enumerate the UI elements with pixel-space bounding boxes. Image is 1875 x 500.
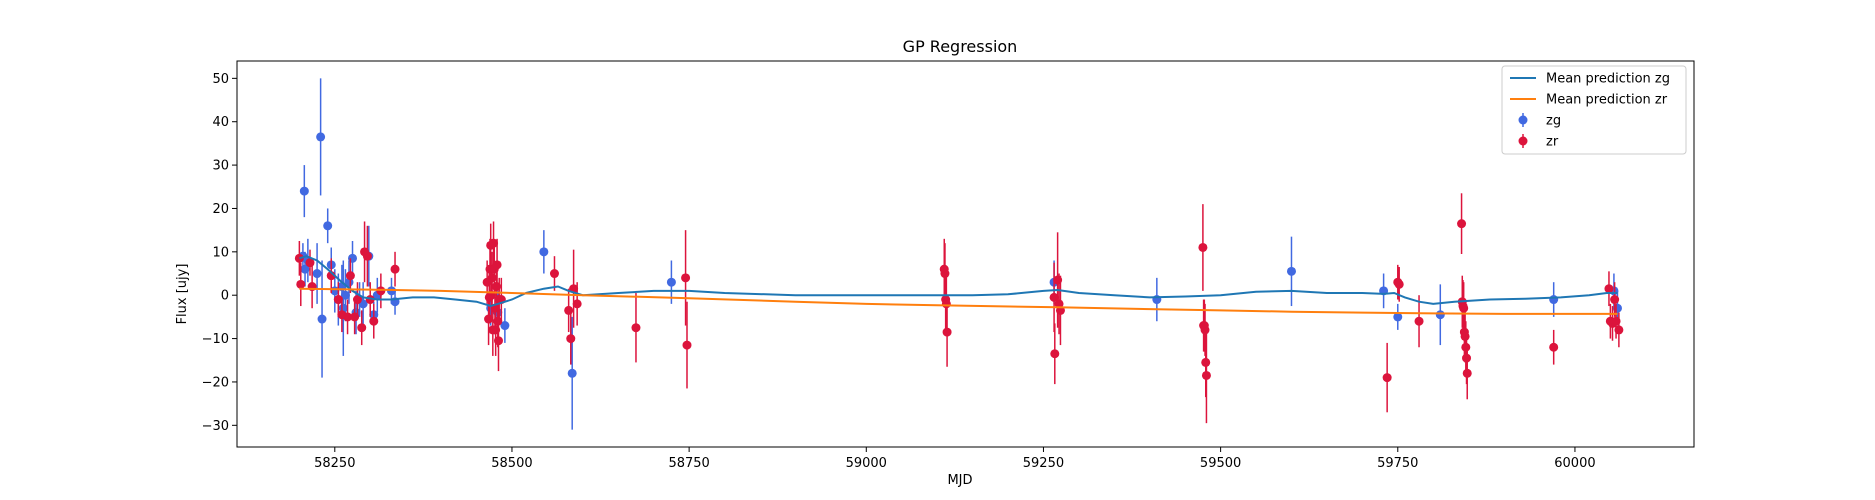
zg-data-point <box>313 269 322 278</box>
zg-data-point <box>323 221 332 230</box>
legend-label: zr <box>1546 135 1559 150</box>
zr-data-point <box>1614 325 1623 334</box>
x-tick-label: 59750 <box>1377 456 1418 471</box>
zr-data-point <box>550 269 559 278</box>
x-tick-label: 58750 <box>668 456 709 471</box>
zr-data-point <box>1383 373 1392 382</box>
y-tick-label: 50 <box>212 72 229 87</box>
zr-data-point <box>1395 280 1404 289</box>
zr-data-point <box>1604 284 1613 293</box>
zr-data-point <box>1050 349 1059 358</box>
zr-data-point <box>488 273 497 282</box>
zg-data-point <box>667 278 676 287</box>
zg-data-point <box>300 187 309 196</box>
y-tick-label: −30 <box>202 419 229 434</box>
x-tick-label: 58250 <box>314 456 355 471</box>
y-tick-label: 10 <box>212 245 229 260</box>
legend-label: Mean prediction zg <box>1546 72 1670 87</box>
zg-data-point <box>1549 295 1558 304</box>
zr-data-point <box>296 280 305 289</box>
y-axis-label: Flux [ujy] <box>175 264 190 325</box>
legend-label: Mean prediction zr <box>1546 93 1668 108</box>
legend-label: zg <box>1546 114 1561 129</box>
zr-data-point <box>1457 219 1466 228</box>
zr-data-point <box>681 273 690 282</box>
zg-data-point <box>316 132 325 141</box>
zr-data-point <box>346 271 355 280</box>
zr-data-point <box>631 323 640 332</box>
zr-data-point <box>1463 369 1472 378</box>
zg-data-point <box>539 247 548 256</box>
y-tick-label: 40 <box>212 115 229 130</box>
x-tick-label: 59250 <box>1023 456 1064 471</box>
y-tick-label: −10 <box>202 332 229 347</box>
legend-marker-swatch <box>1519 116 1528 125</box>
zr-data-point <box>1202 371 1211 380</box>
zr-data-point <box>566 334 575 343</box>
zr-data-point <box>494 336 503 345</box>
y-tick-label: 30 <box>212 159 229 174</box>
x-tick-label: 60000 <box>1554 456 1595 471</box>
zg-data-point <box>348 254 357 263</box>
zr-data-point <box>1610 295 1619 304</box>
zr-data-point <box>1549 343 1558 352</box>
x-tick-label: 58500 <box>491 456 532 471</box>
y-tick-label: −20 <box>202 375 229 390</box>
zr-data-point <box>1198 243 1207 252</box>
x-tick-label: 59500 <box>1200 456 1241 471</box>
zg-data-point <box>1436 310 1445 319</box>
y-tick-label: 0 <box>221 289 229 304</box>
zr-data-point <box>564 306 573 315</box>
chart-title: GP Regression <box>903 37 1018 56</box>
zr-data-point <box>357 323 366 332</box>
zg-data-point <box>568 369 577 378</box>
zr-data-point <box>391 265 400 274</box>
y-tick-label: 20 <box>212 202 229 217</box>
zr-data-point <box>1415 317 1424 326</box>
legend: Mean prediction zg Mean prediction zr zg zr <box>1502 66 1686 154</box>
x-axis-label: MJD <box>947 473 972 488</box>
zr-data-point <box>363 252 372 261</box>
zg-data-point <box>318 315 327 324</box>
zr-data-point <box>369 317 378 326</box>
zr-data-point <box>376 286 385 295</box>
x-tick-label: 59000 <box>846 456 887 471</box>
legend-marker-swatch <box>1519 137 1528 146</box>
zg-data-point <box>1287 267 1296 276</box>
zr-data-point <box>682 341 691 350</box>
zr-data-point <box>573 299 582 308</box>
zr-data-point <box>943 328 952 337</box>
zr-data-point <box>493 260 502 269</box>
